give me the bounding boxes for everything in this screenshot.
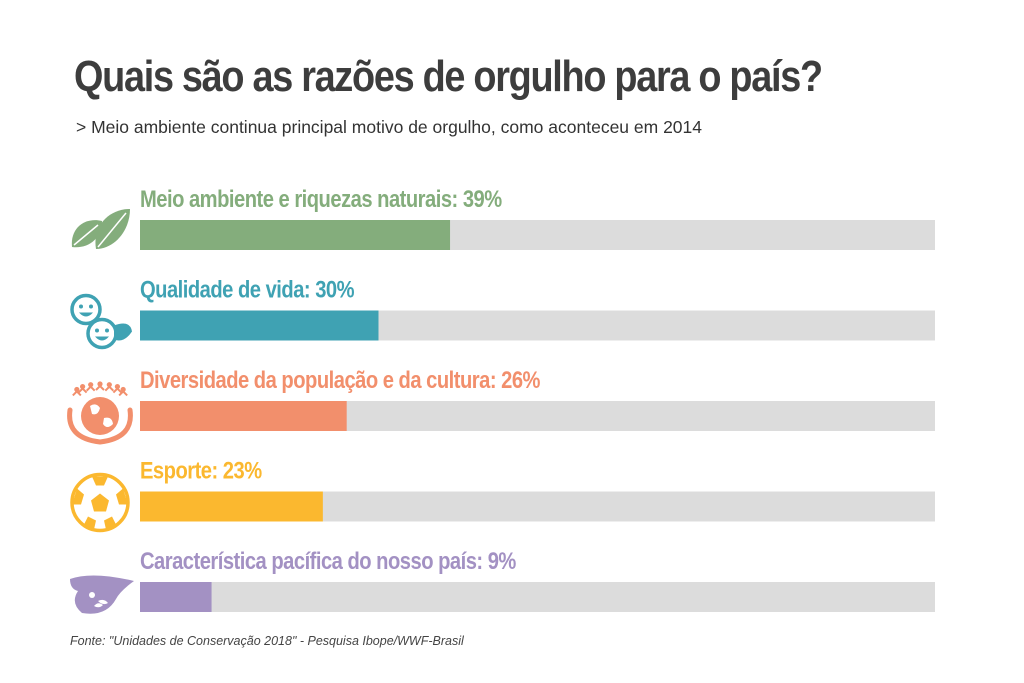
soccer-ball-icon xyxy=(70,472,130,533)
bar xyxy=(140,401,347,431)
bar-label: Característica pacífica do nosso país: 9… xyxy=(140,547,517,574)
globe-hands-icon xyxy=(67,381,133,445)
bar xyxy=(140,582,212,612)
bar-label: Meio ambiente e riquezas naturais: 39% xyxy=(140,185,502,212)
bar-label: Qualidade de vida: 30% xyxy=(140,276,355,303)
bar xyxy=(140,220,451,250)
bar xyxy=(140,491,323,522)
leaves-icon xyxy=(71,209,130,249)
source-note: Fonte: "Unidades de Conservação 2018" - … xyxy=(70,634,464,648)
dove-icon xyxy=(70,575,134,614)
bar-label: Diversidade da população e da cultura: 2… xyxy=(140,366,541,393)
chart-title: Quais são as razões de orgulho para o pa… xyxy=(74,52,823,101)
bar-track xyxy=(140,582,935,612)
bar xyxy=(140,310,379,341)
smiling-faces-icon xyxy=(70,293,132,350)
bar-label: Esporte: 23% xyxy=(140,457,262,484)
chart-subtitle: > Meio ambiente continua principal motiv… xyxy=(76,117,703,137)
